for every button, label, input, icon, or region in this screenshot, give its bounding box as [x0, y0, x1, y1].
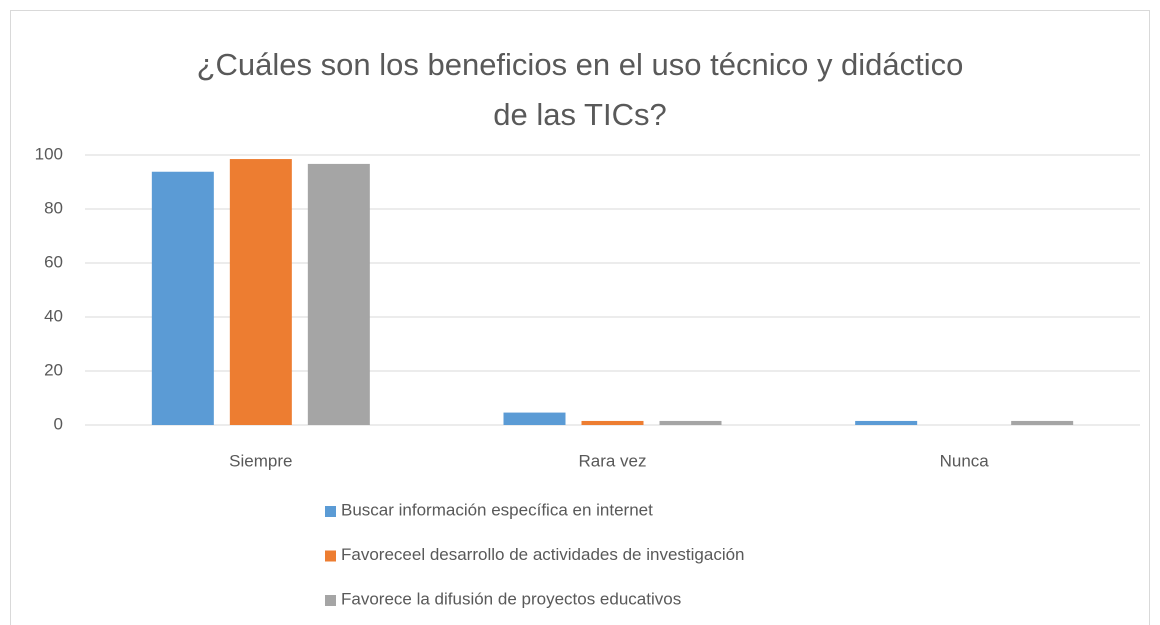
legend-swatch: [325, 550, 336, 562]
y-tick-label: 80: [44, 198, 63, 217]
legend-label: Favorece la difusión de proyectos educat…: [341, 589, 681, 608]
chart-border: [10, 10, 1150, 625]
x-tick-label: Nunca: [940, 451, 990, 470]
bar: [151, 171, 214, 425]
legend-label: Buscar información específica en interne…: [341, 500, 653, 519]
y-tick-label: 100: [35, 144, 63, 163]
y-tick-label: 20: [44, 360, 63, 379]
y-tick-label: 0: [54, 414, 63, 433]
x-tick-label: Siempre: [229, 451, 292, 470]
bar: [503, 412, 566, 425]
bar: [855, 420, 918, 425]
x-tick-label: Rara vez: [578, 451, 646, 470]
bar: [581, 420, 644, 425]
y-tick-label: 60: [44, 252, 63, 271]
legend-label: Favoreceel desarrollo de actividades de …: [341, 545, 745, 564]
legend-swatch: [325, 506, 336, 517]
y-tick-label: 40: [44, 306, 63, 325]
chart-title: ¿Cuáles son los beneficios en el uso téc…: [196, 47, 964, 132]
bar: [307, 163, 370, 425]
bar: [1011, 420, 1074, 425]
bar: [659, 420, 722, 425]
legend-swatch: [325, 595, 336, 606]
bar: [229, 159, 292, 426]
